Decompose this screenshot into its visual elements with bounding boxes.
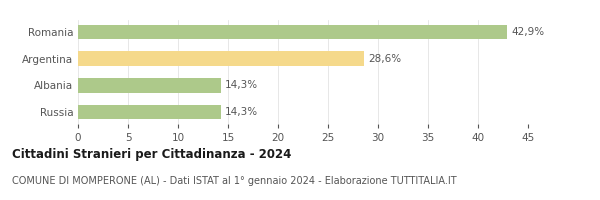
Bar (78, 78, 221, 93)
Text: 28,6%: 28,6% (368, 54, 401, 64)
Bar (78, 51, 364, 66)
Bar (78, 105, 221, 119)
Text: 42,9%: 42,9% (511, 27, 544, 37)
Text: Cittadini Stranieri per Cittadinanza - 2024: Cittadini Stranieri per Cittadinanza - 2… (12, 148, 292, 161)
Text: COMUNE DI MOMPERONE (AL) - Dati ISTAT al 1° gennaio 2024 - Elaborazione TUTTITAL: COMUNE DI MOMPERONE (AL) - Dati ISTAT al… (12, 176, 457, 186)
Text: 14,3%: 14,3% (225, 80, 258, 90)
Bar (78, 25, 507, 39)
Legend: Europa, America: Europa, America (233, 0, 373, 2)
Text: 14,3%: 14,3% (225, 107, 258, 117)
